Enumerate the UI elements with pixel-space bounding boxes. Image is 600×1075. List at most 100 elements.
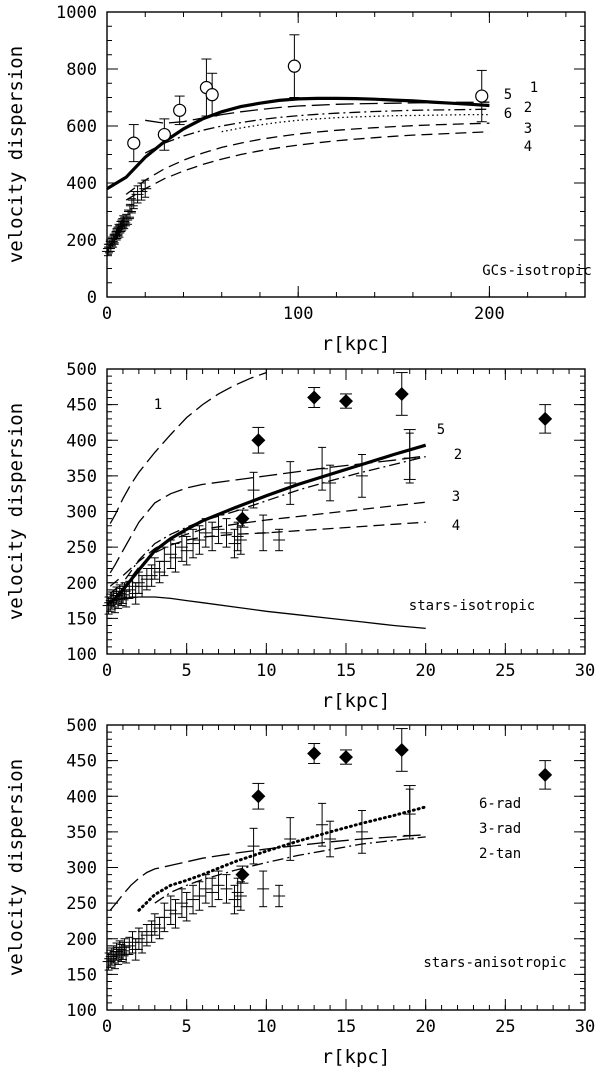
y-tick-label: 500 [66,716,97,736]
x-tick-label: 15 [336,1017,356,1037]
diamond-point [307,390,322,405]
legend-label-1: 1 [530,80,538,96]
panel-annotation: GCs-isotropic [482,263,592,279]
x-tick-label: 100 [283,304,314,324]
y-tick-label: 100 [66,1001,97,1021]
diamond-point [394,742,409,757]
curve-4 [109,521,426,604]
y-tick-label: 100 [66,645,97,665]
curve-3 [125,122,490,195]
y-tick-label: 1000 [56,3,97,23]
panel-3: 0 5 10 15 20 25 30 100 150 200 250 300 350 400 450 500 r… [5,716,595,1068]
y-tick-label: 250 [66,538,97,558]
legend-label-1: 1 [154,397,162,413]
curve-3 [109,501,426,587]
panel-annotation: stars-isotropic [409,598,535,614]
diamond-point [538,767,553,782]
legend-label-2-tan: 2-tan [479,846,521,862]
y-axis-label: velocity dispersion [5,403,27,620]
y-tick-label: 200 [66,231,97,251]
curve-3-rad [109,834,426,911]
x-tick-label: 20 [415,661,435,681]
y-tick-label: 800 [66,60,97,80]
legend-label-6-rad: 6-rad [479,796,521,812]
y-tick-label: 600 [66,117,97,137]
diamond-point [339,750,353,765]
y-tick-label: 0 [87,288,97,308]
y-tick-label: 200 [66,930,97,950]
y-tick-label: 300 [66,503,97,523]
diamond-point [394,386,409,401]
legend-label-4: 4 [452,518,460,534]
legend-label-2: 2 [454,447,462,463]
legend-label-5: 5 [437,422,445,438]
legend-label-6: 6 [504,106,512,122]
y-tick-label: 300 [66,859,97,879]
diamond-point [251,789,266,804]
y-tick-label: 150 [66,965,97,985]
circle-point [475,89,489,103]
curve-1 [109,371,267,524]
legend-label-3: 3 [452,489,460,505]
panel-2: 0 5 10 15 20 25 30100150200250300350400450500r… [5,360,595,712]
legend-label-3-rad: 3-rad [479,821,521,837]
y-tick-label: 200 [66,574,97,594]
y-tick-label: 400 [66,174,97,194]
curve-1 [145,101,490,124]
x-tick-label: 200 [474,304,505,324]
curve-2 [109,455,426,574]
curves [107,96,490,201]
y-tick-label: 500 [66,360,97,380]
x-tick-label: 10 [256,1017,276,1037]
curve-6 [221,113,490,133]
x-tick-label: 5 [182,661,192,681]
curves [109,805,428,912]
curve-2-tan [154,836,426,904]
diamond-point [538,411,553,426]
y-axis-label: velocity dispersion [5,46,27,263]
diamond-point [235,867,250,882]
y-tick-label: 250 [66,894,97,914]
x-tick-label: 25 [495,1017,515,1037]
curve-6-rad [137,805,428,912]
x-axis-label: r[kpc] [322,1046,391,1068]
legend-label-4: 4 [524,139,532,155]
y-tick-label: 450 [66,396,97,416]
legend-label-3: 3 [524,121,532,137]
diamond-point [251,433,266,448]
plot-frame [106,11,586,298]
y-tick-label: 400 [66,431,97,451]
circle-point [287,59,301,73]
diamond-point [339,394,353,409]
diamond-point [307,746,322,761]
legend-label-2: 2 [524,100,532,116]
x-axis-label: r[kpc] [322,333,391,355]
y-tick-label: 350 [66,467,97,487]
y-axis-label: velocity dispersion [5,759,27,976]
curve-5 [107,96,490,191]
x-axis-label: r[kpc] [322,690,391,712]
y-tick-label: 350 [66,823,97,843]
x-tick-label: 10 [256,661,276,681]
x-tick-label: 30 [575,1017,595,1037]
panel-annotation: stars-anisotropic [423,955,566,971]
panel-1: 0 100 200 0 200 400 600 800 1000 r[kpc] velocity d… [5,3,592,355]
x-tick-label: 0 [102,1017,112,1037]
curve-baryons [107,596,426,630]
y-tick-label: 150 [66,609,97,629]
circle-point [205,88,219,102]
legend-label-5: 5 [504,87,512,103]
x-tick-label: 25 [495,661,515,681]
x-tick-label: 20 [415,1017,435,1037]
x-tick-label: 5 [182,1017,192,1037]
curve-2 [144,108,490,154]
circle-point [127,136,141,150]
curve-4 [125,131,490,201]
y-tick-label: 450 [66,752,97,772]
x-tick-label: 0 [102,304,112,324]
x-tick-label: 15 [336,661,356,681]
x-tick-label: 0 [102,661,112,681]
circle-point [173,103,187,117]
diamond-point [235,511,250,526]
